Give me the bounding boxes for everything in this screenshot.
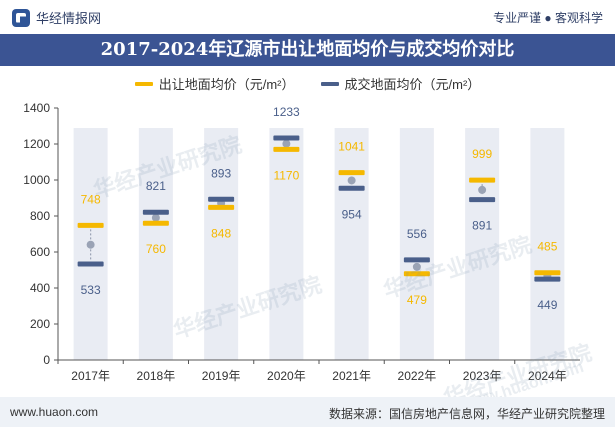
x-tick-label: 2024年	[528, 369, 567, 383]
connector-dot	[412, 262, 421, 271]
deal-price-mark	[77, 261, 104, 267]
deal-price-label: 533	[81, 283, 101, 297]
deal-price-label: 1233	[273, 105, 300, 119]
column-bg	[399, 128, 434, 360]
deal-price-mark	[469, 197, 496, 203]
deal-price-label: 893	[211, 166, 231, 180]
price-comparison-chart: 0 200 400 600 800 1000 1200 1400 2017年 2018年 2019年…	[23, 101, 580, 383]
deal-price-mark	[338, 185, 365, 191]
deal-price-mark	[534, 276, 561, 282]
legend-swatch-deal	[320, 81, 339, 86]
deal-price-mark	[403, 257, 430, 263]
legend-label-deal: 成交地面均价（元/m²）	[344, 77, 481, 92]
y-tick-label: 1000	[23, 173, 50, 187]
sell-price-label: 479	[407, 293, 427, 307]
sell-price-label: 848	[211, 226, 231, 240]
sell-price-label: 485	[537, 240, 557, 254]
sell-price-mark	[534, 270, 561, 276]
y-tick-label: 400	[30, 281, 50, 295]
deal-price-mark	[208, 196, 235, 202]
sell-price-label: 760	[146, 242, 166, 256]
x-tick-label: 2017年	[71, 369, 110, 383]
legend-item-deal: 成交地面均价（元/m²）	[320, 74, 481, 93]
footer: www.huaon.com 数据来源：国信房地产信息网，华经产业研究院整理	[0, 397, 615, 427]
column-bg	[138, 128, 173, 360]
tagline: 专业严谨 ● 客观科学	[493, 11, 603, 25]
brand-name: 华经情报网	[36, 11, 102, 26]
brand[interactable]: 华经情报网	[12, 8, 101, 27]
legend-item-sell: 出让地面均价（元/m²）	[134, 74, 295, 93]
chart-legend: 出让地面均价（元/m²） 成交地面均价（元/m²）	[0, 74, 615, 93]
deal-price-label: 891	[472, 219, 492, 233]
x-tick-label: 2022年	[398, 369, 437, 383]
footer-source: 数据来源：国信房地产信息网，华经产业研究院整理	[328, 407, 605, 421]
sell-price-mark	[77, 222, 104, 228]
legend-label-sell: 出让地面均价（元/m²）	[158, 77, 295, 92]
y-tick-label: 200	[30, 317, 50, 331]
x-tick-label: 2020年	[267, 369, 306, 383]
sell-price-label: 1041	[338, 140, 365, 154]
deal-price-label: 954	[342, 207, 362, 221]
sell-price-mark	[273, 146, 300, 152]
y-tick-label: 1400	[23, 101, 50, 115]
chart-title: 2017-2024年辽源市出让地面均价与成交均价对比	[0, 34, 615, 66]
deal-price-label: 449	[537, 298, 557, 312]
x-tick-label: 2018年	[137, 369, 176, 383]
deal-price-mark	[273, 135, 300, 141]
connector-dot	[151, 213, 160, 222]
connector-dot	[86, 240, 95, 249]
connector-dot	[478, 185, 487, 194]
sell-price-mark	[142, 220, 169, 226]
legend-swatch-sell	[134, 81, 153, 86]
sell-price-label: 748	[81, 192, 101, 206]
footer-url[interactable]: www.huaon.com	[10, 405, 99, 419]
column-bg	[334, 128, 369, 360]
x-tick-label: 2019年	[202, 369, 241, 383]
y-tick-label: 0	[43, 353, 50, 367]
column-bg	[269, 128, 304, 360]
y-tick-label: 800	[30, 209, 50, 223]
top-bar: 华经情报网 专业严谨 ● 客观科学	[0, 0, 615, 34]
deal-price-mark	[142, 209, 169, 215]
sell-price-mark	[208, 204, 235, 210]
y-tick-label: 600	[30, 245, 50, 259]
connector-dot	[347, 176, 356, 185]
x-tick-label: 2023年	[463, 369, 502, 383]
deal-price-label: 821	[146, 179, 166, 193]
sell-price-label: 1170	[273, 168, 299, 182]
y-tick-label: 1200	[23, 137, 50, 151]
x-tick-label: 2021年	[332, 369, 371, 383]
column-bg	[204, 128, 239, 360]
sell-price-mark	[403, 271, 430, 277]
sell-price-label: 999	[472, 147, 492, 161]
column-bg	[465, 128, 500, 360]
connector-dot	[282, 139, 291, 148]
deal-price-label: 556	[407, 227, 427, 241]
column-bg	[530, 128, 565, 360]
sell-price-mark	[469, 177, 496, 183]
sell-price-mark	[338, 170, 365, 176]
huajing-logo-icon	[12, 8, 30, 27]
